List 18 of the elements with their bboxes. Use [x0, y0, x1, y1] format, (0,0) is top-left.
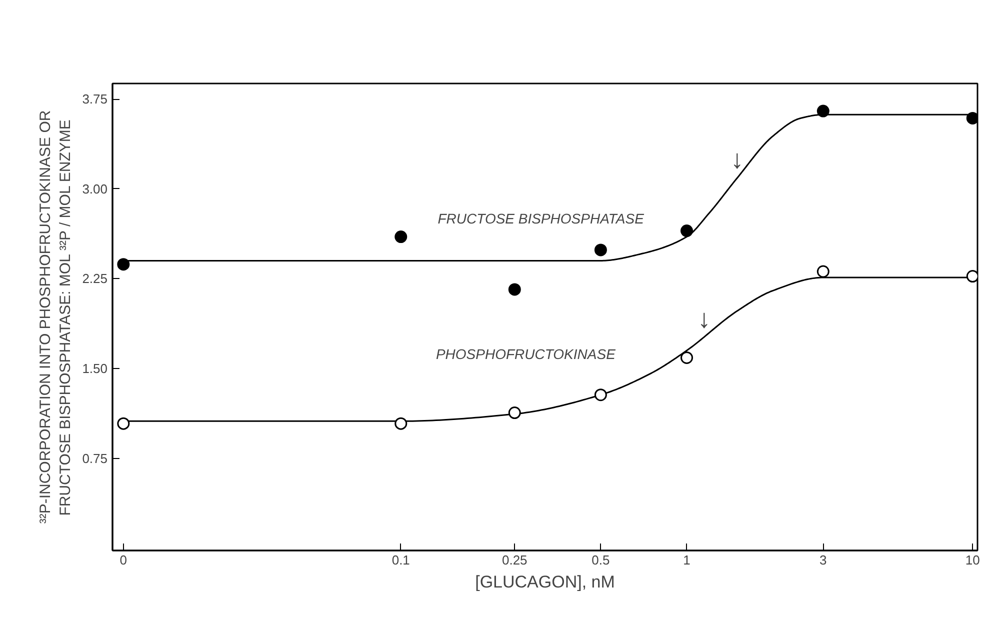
x-tick-label: 1: [683, 552, 690, 568]
y-tick-label: 2.25: [82, 271, 108, 286]
x-tick-label: 0.25: [502, 552, 528, 568]
x-tick-label: 3: [820, 552, 827, 568]
annotation: PHOSPHOFRUCTOKINASE: [436, 346, 616, 362]
x-tick-label: 0.1: [392, 552, 410, 568]
x-axis-title: [GLUCAGON], nM: [475, 572, 615, 592]
x-tick-label: 0: [120, 552, 128, 568]
annotation: ↓: [730, 144, 744, 174]
x-tick-label: 10: [965, 552, 980, 568]
y-tick-label: 0.75: [82, 450, 108, 466]
x-tick-label: 0.5: [592, 552, 610, 568]
y-tick-label: 3.75: [82, 92, 108, 107]
annotation: FRUCTOSE BISPHOSPHATASE: [438, 210, 645, 227]
y-axis-title: ³²P-INCORPORATION INTO PHOSPHOFRUCTOKINASE OR FRUCTOSE BISPHOSPHATASE: MOL ³²P / MOL ENZYME: [36, 110, 74, 524]
y-tick-label: 3.00: [82, 181, 108, 196]
y-tick-label: 1.50: [82, 360, 108, 376]
annotation: ↓: [698, 303, 711, 334]
